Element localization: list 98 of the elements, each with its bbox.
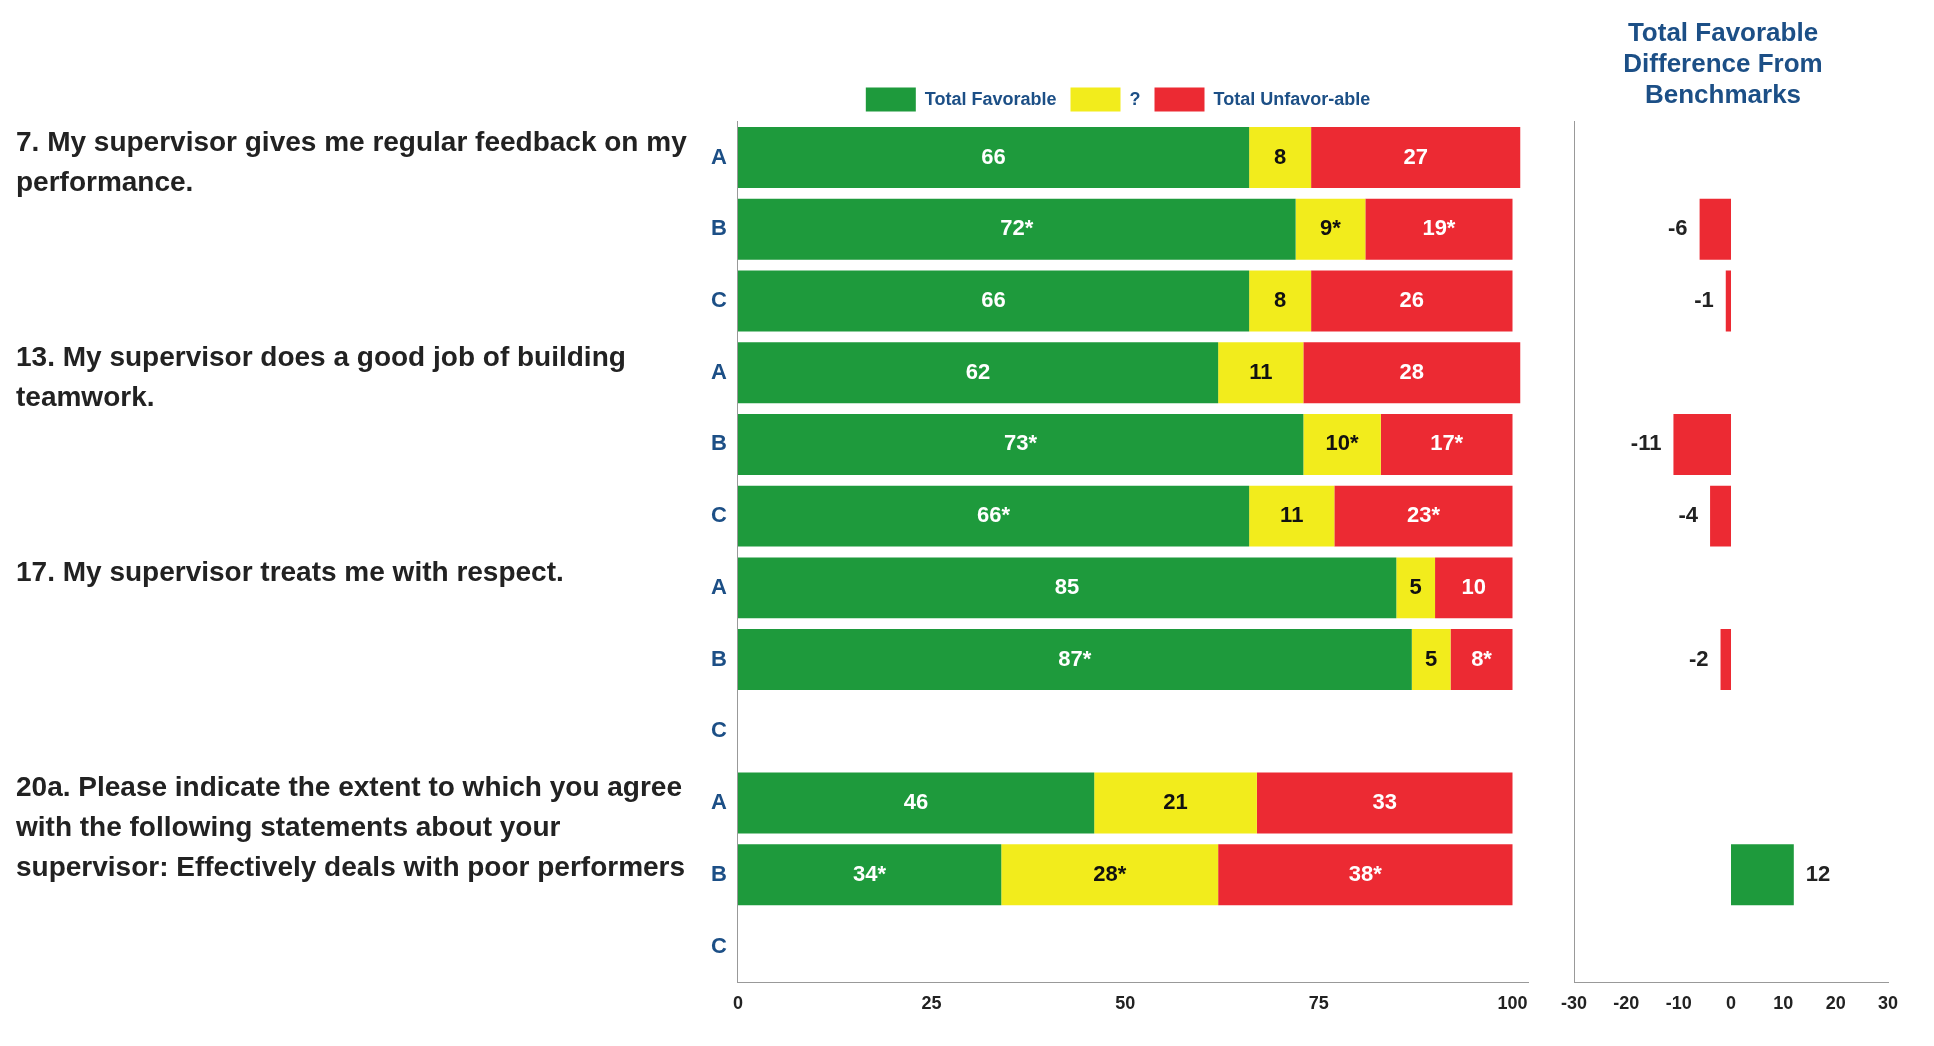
data-label: 19* bbox=[1422, 215, 1456, 241]
bar bbox=[1249, 126, 1312, 188]
bar bbox=[737, 198, 1296, 260]
bar bbox=[1256, 772, 1513, 834]
y-tick-label: C bbox=[711, 717, 727, 743]
data-label: 46 bbox=[903, 789, 929, 815]
data-label: 17* bbox=[1430, 430, 1464, 456]
text: 20a. Please indicate the extent to which you agree with the following statements about your supervisor: Effectively deals with poor performers bbox=[16, 770, 687, 885]
bar bbox=[737, 485, 1250, 547]
data-label: -6 bbox=[1668, 215, 1688, 241]
x-tick-label: 0 bbox=[732, 993, 743, 1014]
y-tick-label: A bbox=[711, 573, 727, 599]
y-tick-label: B bbox=[711, 645, 727, 671]
bar bbox=[737, 126, 1250, 188]
bar bbox=[1311, 270, 1513, 332]
x-tick-label: 20 bbox=[1825, 993, 1846, 1014]
data-label: 8* bbox=[1471, 645, 1493, 671]
bar bbox=[1365, 198, 1513, 260]
bar bbox=[1411, 629, 1451, 691]
data-label: 26 bbox=[1399, 287, 1425, 312]
y-tick-label: A bbox=[711, 358, 727, 384]
bar bbox=[737, 413, 1304, 475]
data-label: -4 bbox=[1678, 502, 1699, 528]
bar bbox=[1001, 844, 1219, 906]
bar bbox=[1295, 198, 1366, 260]
data-label: 66 bbox=[981, 143, 1006, 169]
data-label: 21 bbox=[1163, 789, 1188, 815]
legend-label: Total Favorable bbox=[924, 88, 1057, 109]
data-label: 9* bbox=[1320, 215, 1342, 241]
text: 7. My supervisor gives me regular feedback on my performance. bbox=[16, 124, 688, 199]
x-tick-label: 100 bbox=[1497, 993, 1528, 1014]
data-label: 66* bbox=[976, 502, 1011, 528]
y-tick-label: C bbox=[711, 287, 727, 312]
bar bbox=[1303, 342, 1521, 404]
x-tick-label: -10 bbox=[1665, 993, 1692, 1014]
data-label: 10* bbox=[1325, 430, 1360, 456]
data-label: 5 bbox=[1425, 645, 1438, 671]
data-label: 8 bbox=[1274, 287, 1287, 312]
data-label: 11 bbox=[1280, 502, 1304, 528]
data-label: 33 bbox=[1372, 789, 1397, 815]
data-label: 66 bbox=[981, 287, 1006, 312]
data-label: -11 bbox=[1630, 430, 1662, 456]
x-tick-label: 30 bbox=[1877, 993, 1899, 1014]
data-label: 72* bbox=[1000, 215, 1034, 241]
x-tick-label: -30 bbox=[1561, 993, 1588, 1014]
legend-label: Total Unfavor-able bbox=[1213, 88, 1371, 109]
bar bbox=[737, 342, 1219, 404]
x-tick-label: 25 bbox=[921, 993, 942, 1014]
bar bbox=[1094, 772, 1257, 834]
bar bbox=[737, 629, 1412, 691]
data-label: 28 bbox=[1399, 358, 1425, 384]
bar bbox=[1380, 413, 1513, 475]
y-tick-label: A bbox=[711, 789, 727, 815]
bar bbox=[737, 844, 1002, 906]
x-tick-label: 10 bbox=[1773, 993, 1794, 1014]
text: 13. My supervisor does a good job of building teamwork. bbox=[16, 339, 627, 414]
bar bbox=[1218, 342, 1304, 404]
bar bbox=[1334, 485, 1513, 547]
bar bbox=[1249, 485, 1335, 547]
data-label: 8 bbox=[1274, 143, 1287, 169]
y-tick-label: A bbox=[711, 143, 727, 169]
bar bbox=[1249, 270, 1312, 332]
y-tick-label: C bbox=[711, 932, 727, 958]
x-tick-label: -20 bbox=[1613, 993, 1640, 1014]
data-label: 27 bbox=[1403, 143, 1428, 169]
data-label: 12 bbox=[1805, 860, 1831, 886]
bar bbox=[1303, 413, 1381, 475]
y-tick-label: B bbox=[711, 430, 727, 456]
data-label: 85 bbox=[1054, 573, 1080, 599]
data-label: 5 bbox=[1409, 573, 1422, 599]
data-label: 11 bbox=[1249, 358, 1273, 384]
bar bbox=[737, 270, 1250, 332]
data-label: 10 bbox=[1461, 573, 1487, 599]
bar bbox=[1450, 629, 1513, 691]
bar bbox=[737, 557, 1397, 619]
data-label: 23* bbox=[1406, 502, 1441, 528]
x-tick-label: 0 bbox=[1726, 993, 1737, 1014]
bar bbox=[1218, 844, 1513, 906]
y-tick-label: B bbox=[711, 860, 727, 886]
data-label: -1 bbox=[1694, 287, 1714, 312]
data-label: -2 bbox=[1688, 645, 1709, 671]
data-label: 38* bbox=[1348, 860, 1383, 886]
text: 17. My supervisor treats me with respect. bbox=[16, 555, 564, 589]
bar bbox=[1435, 557, 1513, 619]
bar bbox=[1396, 557, 1436, 619]
bar bbox=[1311, 126, 1521, 188]
y-tick-label: B bbox=[711, 215, 727, 241]
data-label: 62 bbox=[965, 358, 991, 384]
bar bbox=[737, 772, 1095, 834]
x-tick-label: 50 bbox=[1115, 993, 1136, 1014]
chart-title: Total Favorable Difference From Benchmarks bbox=[1623, 16, 1823, 110]
data-label: 87* bbox=[1058, 645, 1092, 671]
legend-label: ? bbox=[1129, 88, 1141, 109]
data-label: 73* bbox=[1004, 430, 1038, 456]
data-label: 28* bbox=[1093, 860, 1127, 886]
y-tick-label: C bbox=[711, 502, 727, 528]
data-label: 34* bbox=[853, 860, 887, 886]
x-tick-label: 75 bbox=[1308, 993, 1329, 1014]
